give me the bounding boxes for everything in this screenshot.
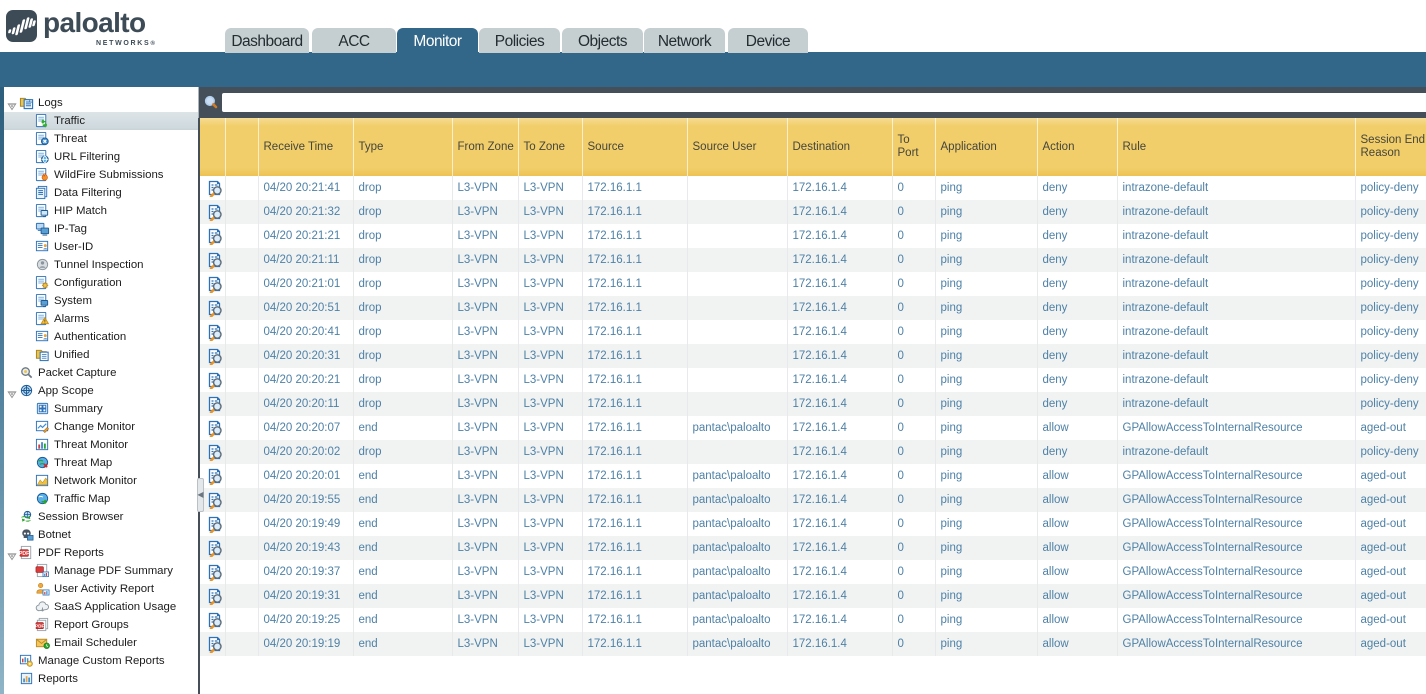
svg-text:PDF: PDF bbox=[19, 551, 29, 557]
svg-text:PDF: PDF bbox=[35, 624, 44, 629]
